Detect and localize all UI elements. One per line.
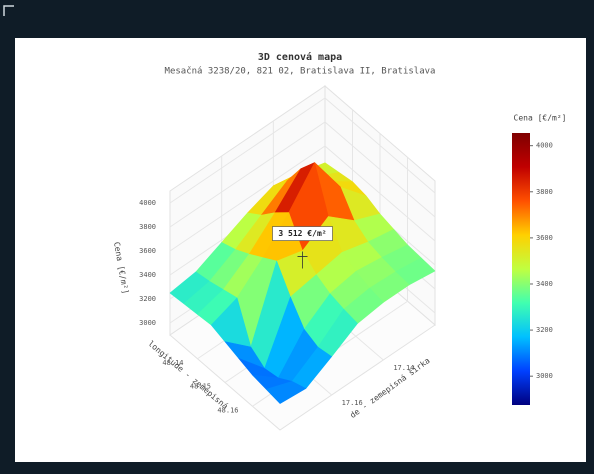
y-tick-label: 17.14 <box>393 364 414 372</box>
x-tick-label: 48.15 <box>190 383 211 391</box>
chart-subtitle: Mesačná 3238/20, 821 02, Bratislava II, … <box>165 66 436 77</box>
hover-box <box>272 226 333 241</box>
colorbar-tick-label: 3000 <box>536 372 553 380</box>
surface-cell <box>265 381 307 404</box>
colorbar-tick-label: 3200 <box>536 326 553 334</box>
z-tick-label: 3000 <box>139 319 156 327</box>
corner-mark <box>3 5 14 16</box>
x-tick-label: 48.16 <box>217 406 238 414</box>
colorbar-tick-label: 4000 <box>536 142 553 150</box>
z-tick-label: 3600 <box>139 247 156 255</box>
z-tick-label: 3800 <box>139 223 156 231</box>
colorbar-tick-label: 3600 <box>536 234 553 242</box>
y-tick-label: 17.16 <box>342 399 363 407</box>
colorbar-tick-label: 3400 <box>536 280 553 288</box>
colorbar <box>512 133 530 405</box>
z-tick-label: 4000 <box>139 199 156 207</box>
chart-title: 3D cenová mapa <box>258 51 342 63</box>
colorbar-tick-label: 3800 <box>536 188 553 196</box>
hover-label: 3 512 €/m² <box>278 229 326 238</box>
colorbar-title: Cena [€/m²] <box>514 114 567 123</box>
x-tick-label: 48.14 <box>162 359 183 367</box>
z-tick-label: 3400 <box>139 271 156 279</box>
z-tick-label: 3200 <box>139 295 156 303</box>
hover-marker <box>297 251 308 269</box>
